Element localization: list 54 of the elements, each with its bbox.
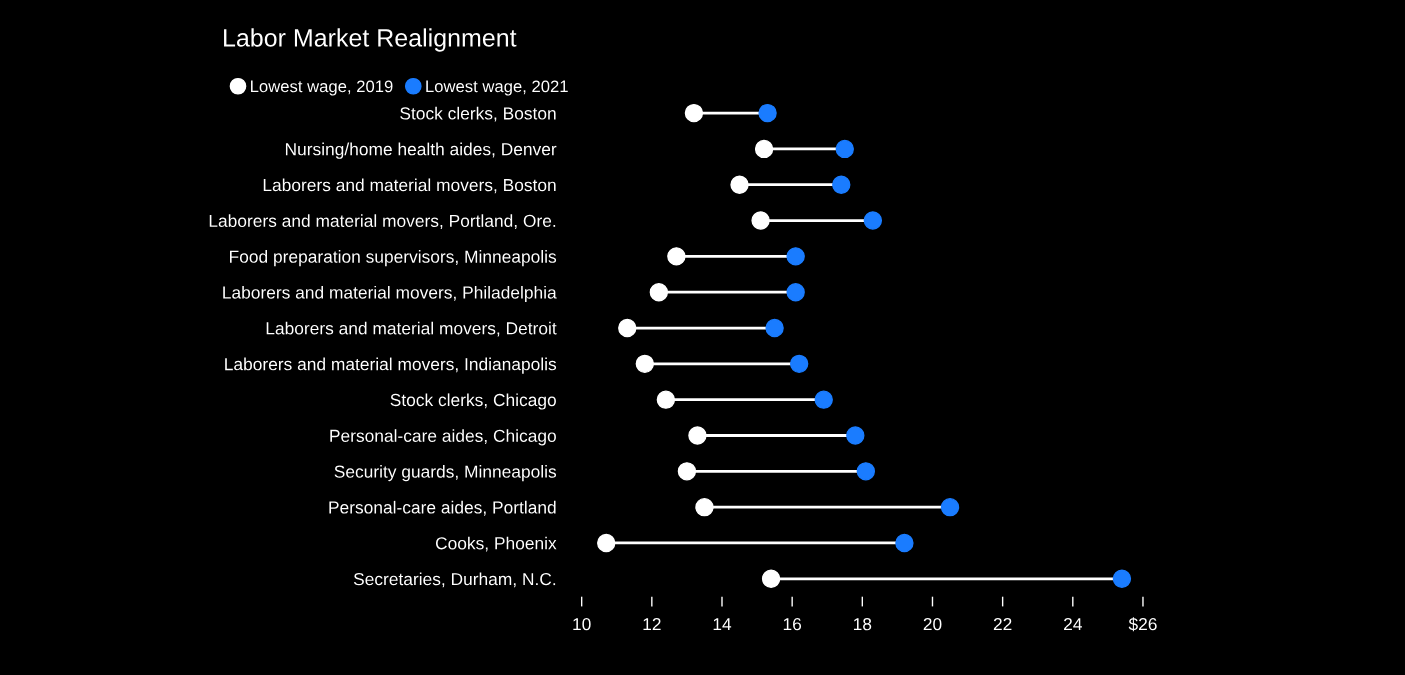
point bbox=[618, 318, 637, 338]
point bbox=[765, 318, 784, 338]
point bbox=[677, 462, 697, 481]
point bbox=[789, 354, 809, 374]
y-tick-label: Stock clerks, Chicago bbox=[390, 393, 556, 410]
y-tick-label: Laborers and material movers, Philadelphia bbox=[223, 285, 557, 303]
y-tick-label: Laborers and material movers, Portland, Ore. bbox=[209, 214, 556, 230]
legend-label: Lowest wage, 2021 bbox=[426, 80, 568, 96]
y-tick-label: Personal-care aides, Portland bbox=[329, 500, 556, 516]
point bbox=[786, 247, 805, 266]
point bbox=[730, 175, 749, 194]
y-tick-label: Cooks, Phoenix bbox=[435, 536, 557, 552]
y-tick-label: Laborers and material movers, Boston bbox=[263, 178, 556, 194]
legend-label: Lowest wage, 2019 bbox=[251, 80, 393, 96]
point bbox=[832, 175, 851, 194]
x-tick-label: 12 bbox=[643, 617, 661, 631]
point bbox=[786, 283, 805, 302]
x-tick-label: 20 bbox=[923, 617, 942, 631]
point bbox=[695, 497, 714, 517]
x-tick-label: 22 bbox=[993, 617, 1012, 631]
point bbox=[656, 390, 676, 409]
y-tick-label: Stock clerks, Boston bbox=[400, 106, 556, 122]
x-tick-label: $26 bbox=[1128, 617, 1157, 632]
point bbox=[895, 533, 914, 553]
y-tick-label: Laborers and material movers, Detroit bbox=[266, 321, 557, 337]
point bbox=[940, 497, 960, 517]
point bbox=[846, 426, 865, 445]
x-tick-label: 18 bbox=[853, 617, 872, 631]
y-tick-label: Personal-care aides, Chicago bbox=[330, 429, 556, 446]
y-tick-label: Nursing/home health aides, Denver bbox=[285, 142, 557, 159]
point bbox=[667, 247, 686, 266]
point bbox=[684, 103, 704, 123]
point bbox=[688, 426, 707, 445]
y-tick-label: Laborers and material movers, Indianapolis bbox=[225, 357, 557, 374]
y-tick-label: Secretaries, Durham, N.C. bbox=[353, 572, 556, 588]
point bbox=[635, 354, 654, 374]
point bbox=[863, 211, 883, 230]
x-tick-label: 10 bbox=[573, 617, 591, 631]
point bbox=[597, 533, 616, 553]
point bbox=[1112, 569, 1132, 588]
text: Labor Market Realignment bbox=[224, 28, 517, 52]
x-tick-label: 16 bbox=[783, 617, 802, 631]
point bbox=[814, 390, 833, 409]
point bbox=[649, 283, 669, 302]
y-tick-label: Security guards, Minneapolis bbox=[334, 465, 557, 482]
point bbox=[835, 139, 854, 159]
x-tick-label: 14 bbox=[713, 618, 732, 631]
point bbox=[754, 139, 774, 159]
point bbox=[761, 569, 781, 588]
x-tick-label: 24 bbox=[1064, 617, 1082, 631]
point bbox=[758, 103, 777, 123]
point bbox=[751, 211, 770, 230]
y-tick-label: Food preparation supervisors, Minneapolis bbox=[230, 250, 557, 267]
point bbox=[856, 462, 876, 481]
